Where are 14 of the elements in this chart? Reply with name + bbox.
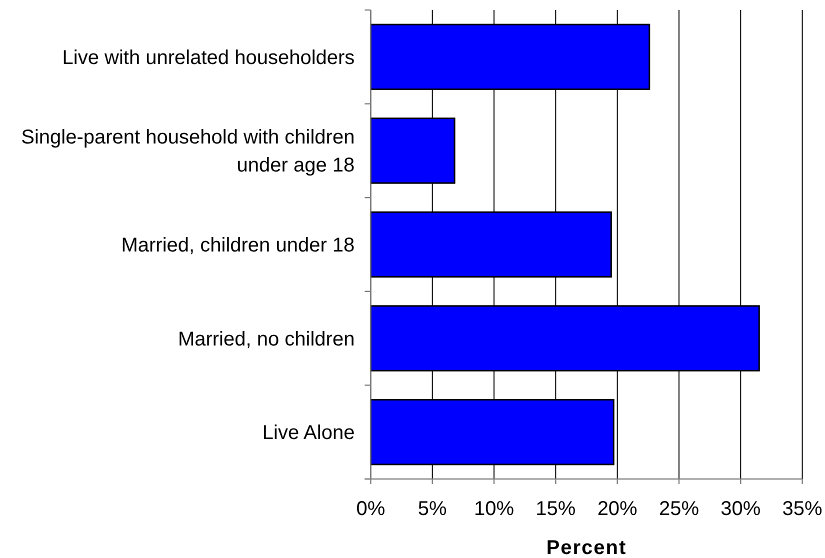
x-axis-title: Percent <box>546 537 627 558</box>
x-tick-label: 0% <box>356 498 386 520</box>
x-tick-label: 10% <box>474 498 514 520</box>
y-tick-label: Live Alone <box>262 422 355 444</box>
y-tick-label: Married, no children <box>178 328 355 350</box>
x-tick-label: 35% <box>782 498 823 520</box>
x-tick-label: 25% <box>658 498 700 520</box>
y-tick-label: Live with unrelated householders <box>62 46 355 69</box>
x-tick-label: 20% <box>597 498 638 520</box>
y-tick-label: Single-parent household with children under age 18 <box>21 126 355 177</box>
y-tick-label: Married, children under 18 <box>121 234 355 256</box>
x-tick-label: 5% <box>418 498 448 520</box>
x-tick-label: 30% <box>720 498 761 520</box>
x-tick-label: 15% <box>536 498 576 520</box>
